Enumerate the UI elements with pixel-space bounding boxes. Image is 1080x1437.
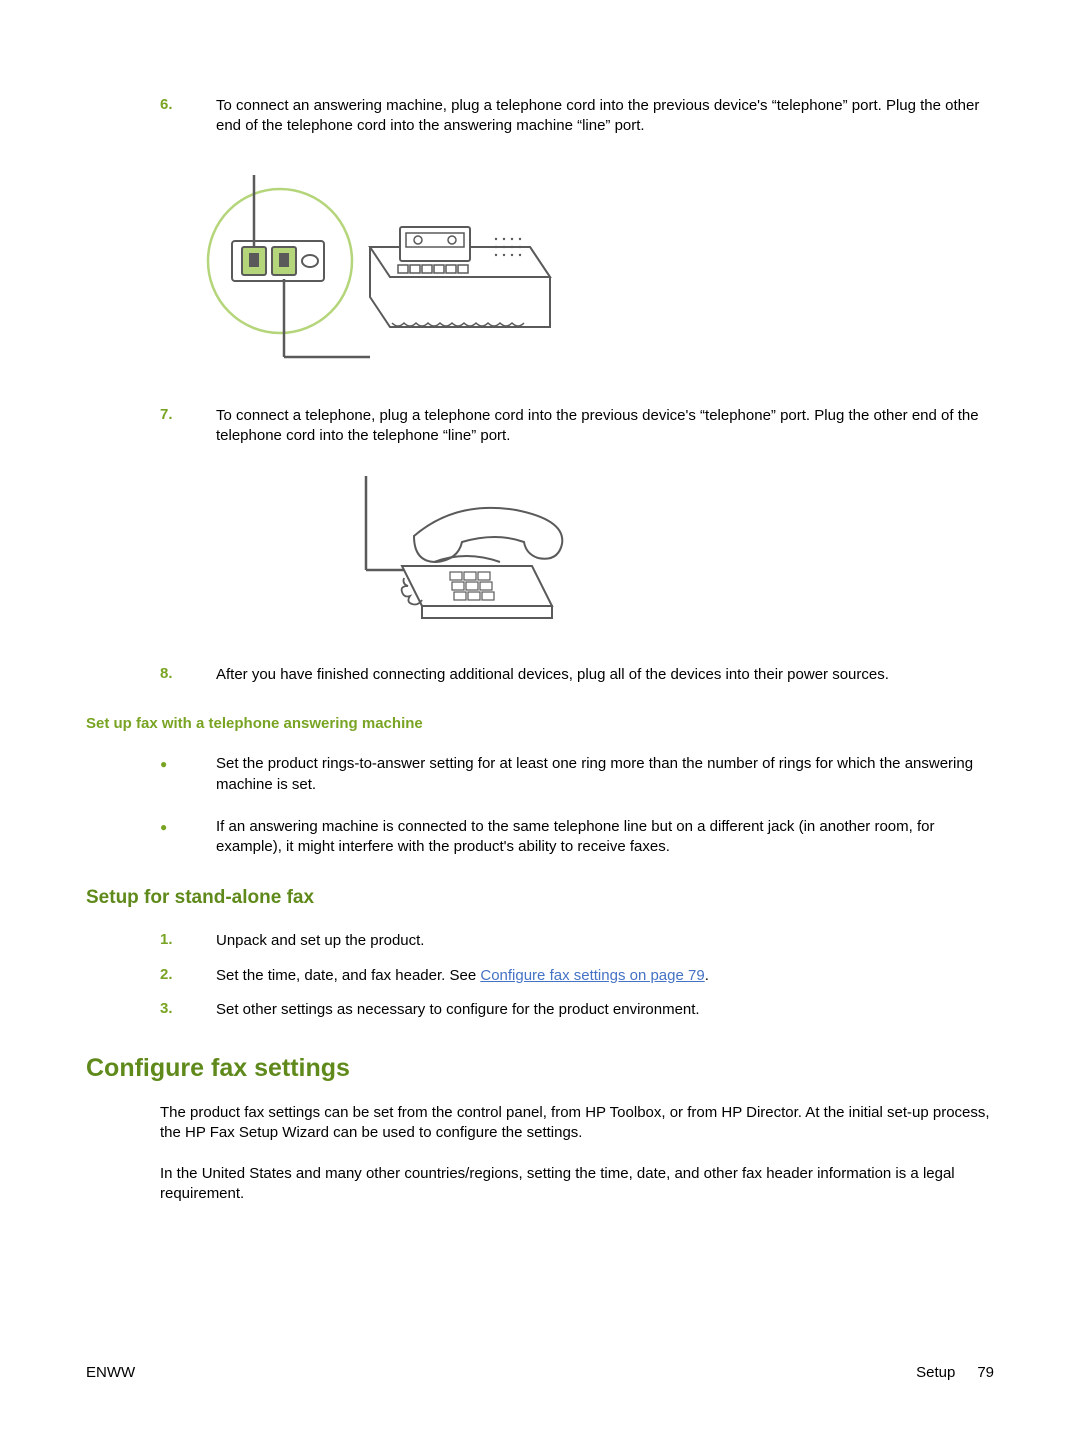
step-number: 2. [86, 966, 216, 986]
step-7: 7. To connect a telephone, plug a teleph… [86, 406, 994, 447]
step-number: 1. [86, 931, 216, 951]
bullet-item: ● If an answering machine is connected t… [86, 817, 994, 858]
configure-fax-settings-link[interactable]: Configure fax settings on page 79 [480, 967, 704, 984]
step-text-pre: Set the time, date, and fax header. See [216, 967, 480, 984]
step-6: 6. To connect an answering machine, plug… [86, 96, 994, 137]
step-number: 6. [86, 96, 216, 137]
standalone-step-2: 2. Set the time, date, and fax header. S… [86, 966, 994, 986]
heading-standalone-fax: Setup for stand-alone fax [86, 887, 994, 909]
step-8: 8. After you have finished connecting ad… [86, 665, 994, 685]
step-text-post: . [705, 967, 709, 984]
bullet-text: Set the product rings-to-answer setting … [216, 754, 994, 795]
step-number: 3. [86, 1000, 216, 1020]
step-text: Set other settings as necessary to confi… [216, 1000, 700, 1020]
step-text: To connect a telephone, plug a telephone… [216, 406, 994, 447]
bullet-marker: ● [86, 754, 216, 795]
bullet-text: If an answering machine is connected to … [216, 817, 994, 858]
page-footer: ENWW Setup 79 [86, 1364, 994, 1381]
step-number: 7. [86, 406, 216, 447]
standalone-step-1: 1. Unpack and set up the product. [86, 931, 994, 951]
paragraph: In the United States and many other coun… [160, 1164, 994, 1205]
step-number: 8. [86, 665, 216, 685]
figure-answering-machine [200, 161, 994, 376]
footer-page-number: 79 [977, 1364, 994, 1381]
footer-left: ENWW [86, 1364, 135, 1381]
standalone-step-3: 3. Set other settings as necessary to co… [86, 1000, 994, 1020]
paragraph: The product fax settings can be set from… [160, 1103, 994, 1144]
footer-right: Setup 79 [916, 1364, 994, 1381]
step-text: Set the time, date, and fax header. See … [216, 966, 709, 986]
heading-configure-fax-settings: Configure fax settings [86, 1054, 994, 1083]
telephone-diagram-icon [286, 470, 576, 630]
bullet-item: ● Set the product rings-to-answer settin… [86, 754, 994, 795]
step-text: After you have finished connecting addit… [216, 665, 889, 685]
bullet-marker: ● [86, 817, 216, 858]
answering-machine-diagram-icon [200, 161, 560, 371]
footer-section: Setup [916, 1364, 955, 1381]
step-text: Unpack and set up the product. [216, 931, 424, 951]
heading-answering-machine: Set up fax with a telephone answering ma… [86, 715, 994, 732]
step-text: To connect an answering machine, plug a … [216, 96, 994, 137]
figure-telephone [286, 470, 994, 635]
